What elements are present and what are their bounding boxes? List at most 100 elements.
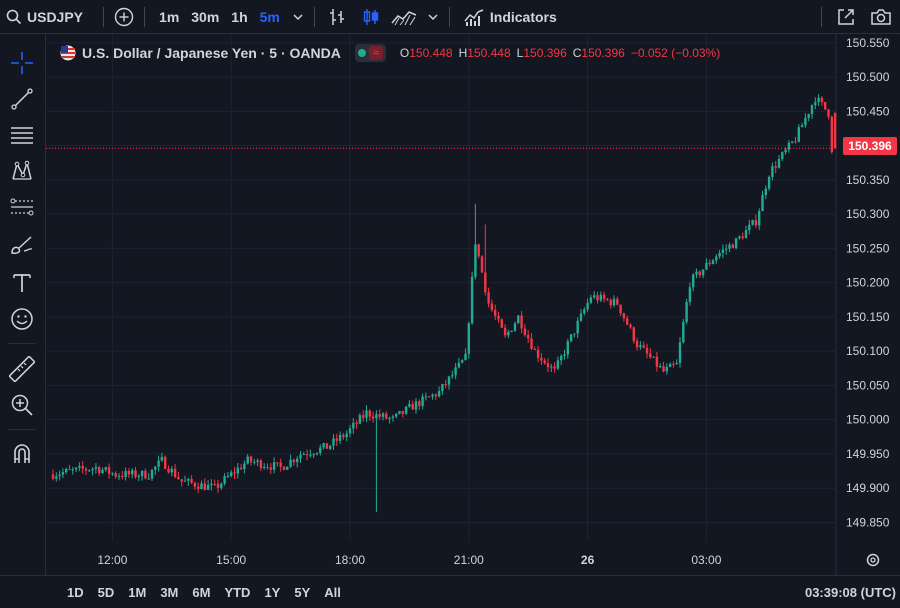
crosshair-tool[interactable]: [7, 48, 37, 78]
range-6m[interactable]: 6M: [185, 576, 217, 608]
candle-body: [223, 476, 226, 484]
candle-body: [55, 476, 58, 479]
candle-body: [688, 287, 692, 302]
candle-body: [395, 413, 398, 417]
candle-body: [583, 309, 586, 314]
trendline-tool[interactable]: [7, 84, 37, 114]
area-style-button[interactable]: [387, 0, 421, 33]
candle-body: [767, 176, 771, 189]
indicators-label: Indicators: [489, 8, 557, 25]
price-chart[interactable]: 150.550150.500150.450150.400150.350150.3…: [46, 34, 900, 575]
price-axis: 150.550150.500150.450150.400150.350150.3…: [846, 36, 890, 530]
candle-body: [289, 459, 292, 467]
symbol-search[interactable]: USDJPY: [0, 0, 89, 33]
range-1y[interactable]: 1Y: [257, 576, 287, 608]
brush-icon: [11, 236, 33, 254]
candle-body: [758, 211, 761, 226]
bar-style-button[interactable]: [319, 0, 355, 33]
candle-body: [622, 313, 626, 319]
time-tick-label: 21:00: [454, 553, 484, 567]
interval-dropdown[interactable]: [286, 0, 310, 33]
candle-body: [573, 333, 576, 335]
candle-body: [296, 458, 299, 463]
range-3m[interactable]: 3M: [153, 576, 185, 608]
indicators-button[interactable]: Indicators: [454, 0, 563, 33]
candle-body: [114, 473, 117, 477]
settings-icon: [866, 553, 880, 567]
candle-body: [791, 141, 794, 143]
emoji-tool[interactable]: [7, 304, 37, 334]
range-ytd[interactable]: YTD: [217, 576, 257, 608]
chart-type-dropdown[interactable]: [421, 0, 445, 33]
forecast-tool[interactable]: [7, 192, 37, 222]
candle-body: [239, 467, 243, 470]
candle-body: [748, 224, 751, 231]
candle-body: [183, 480, 187, 482]
candle-body: [111, 473, 114, 475]
range-1m[interactable]: 1M: [121, 576, 153, 608]
candle-body: [695, 271, 698, 275]
brush-tool[interactable]: [7, 230, 37, 260]
candle-body: [230, 472, 233, 477]
candle-body: [810, 105, 814, 115]
range-label: 1M: [128, 584, 147, 600]
candle-body: [404, 406, 408, 414]
candle-body: [213, 483, 216, 485]
candle-body: [98, 467, 101, 474]
fib-tool[interactable]: [7, 120, 37, 150]
interval-label: 5m: [259, 8, 280, 25]
candles-button[interactable]: [355, 0, 387, 33]
interval-1m[interactable]: 1m: [149, 0, 185, 33]
candle-body: [187, 478, 190, 481]
candle-body: [180, 479, 183, 482]
candle-body: [206, 485, 210, 490]
measure-tool[interactable]: [7, 354, 37, 384]
pattern-icon: [12, 160, 32, 180]
candle-body: [444, 384, 447, 386]
candle-body: [550, 366, 553, 368]
candle-body: [820, 97, 824, 102]
snapshot-button[interactable]: [866, 0, 900, 33]
pattern-tool[interactable]: [7, 156, 37, 186]
interval-30m[interactable]: 30m: [185, 0, 225, 33]
range-5d[interactable]: 5D: [91, 576, 122, 608]
candle-body: [342, 435, 345, 438]
magnet-icon: [14, 444, 30, 463]
candle-body: [741, 236, 744, 239]
candle-body: [728, 244, 731, 249]
utc-clock[interactable]: 03:39:08 (UTC): [798, 576, 900, 608]
text-tool[interactable]: [7, 268, 37, 298]
candle-body: [71, 469, 74, 471]
candle-body: [243, 463, 246, 470]
compare-button[interactable]: [108, 0, 140, 33]
market-status-badge[interactable]: ≈: [354, 44, 386, 62]
interval-label: 1m: [159, 8, 180, 25]
candle-body: [312, 454, 315, 456]
candle-body: [345, 433, 348, 438]
candle-body: [325, 443, 329, 449]
price-tick-label: 149.850: [846, 515, 890, 529]
symbol-title[interactable]: U.S. Dollar / Japanese Yen · 5 · OANDA: [82, 45, 341, 61]
candle-body: [309, 454, 312, 456]
bar-style-icon: [329, 8, 344, 25]
interval-5m[interactable]: 5m: [254, 0, 286, 33]
time-axis-settings-button[interactable]: [866, 553, 880, 567]
magnet-tool[interactable]: [7, 438, 37, 468]
range-5y[interactable]: 5Y: [287, 576, 317, 608]
candle-body: [817, 97, 820, 103]
candle-body: [226, 476, 230, 478]
zoom-tool[interactable]: [7, 390, 37, 420]
candle-body: [282, 466, 286, 470]
candle-body: [131, 470, 134, 475]
interval-1h[interactable]: 1h: [225, 0, 253, 33]
candle-body: [315, 452, 319, 455]
range-all[interactable]: All: [317, 576, 348, 608]
time-tick-label: 12:00: [97, 553, 127, 567]
range-1d[interactable]: 1D: [60, 576, 91, 608]
candle-body: [381, 413, 385, 417]
candle-body: [269, 467, 272, 470]
candle-body: [107, 467, 111, 474]
candle-body: [441, 384, 444, 392]
fullscreen-button[interactable]: [826, 0, 866, 33]
candle-body: [824, 101, 827, 110]
